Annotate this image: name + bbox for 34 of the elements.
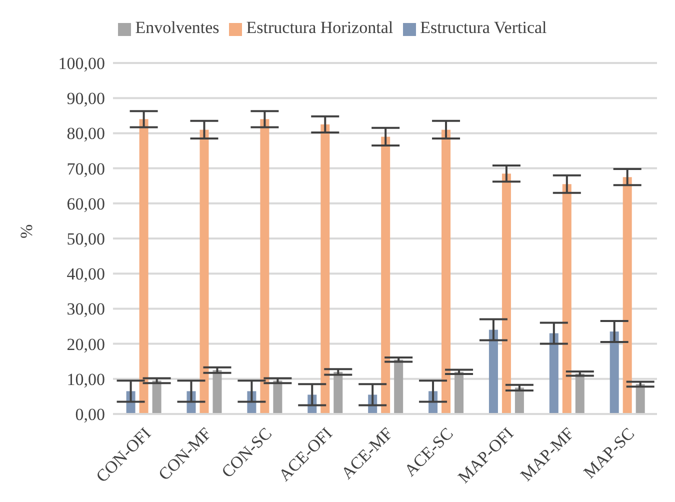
legend-label: Envolventes (135, 18, 220, 37)
y-tick-label: 90,00 (66, 89, 105, 108)
bar (394, 360, 404, 414)
bar (334, 372, 343, 414)
bar (139, 119, 148, 414)
y-tick-label: 20,00 (66, 334, 105, 354)
y-axis-title: % (17, 224, 36, 238)
y-tick-label: 70,00 (66, 159, 105, 178)
bar (488, 330, 498, 414)
bar (454, 372, 464, 414)
legend-label: Estructura Horizontal (246, 18, 394, 37)
bar (502, 174, 511, 414)
bar (212, 370, 222, 414)
bar (320, 124, 330, 414)
y-tick-label: 10,00 (66, 370, 105, 389)
bar (549, 333, 558, 414)
y-tick-label: 60,00 (66, 194, 105, 214)
y-tick-label: 0,00 (75, 405, 105, 424)
y-tick-label: 30,00 (66, 300, 105, 319)
y-tick-label: 40,00 (66, 264, 105, 284)
y-tick-label: 100,00 (58, 54, 105, 74)
bar (381, 136, 390, 414)
bar (152, 380, 162, 414)
bar (610, 332, 619, 414)
bar (562, 184, 572, 414)
y-tick-label: 80,00 (66, 124, 105, 144)
bar (442, 130, 451, 414)
bar (200, 130, 209, 414)
legend-label: Estructura Vertical (420, 18, 547, 37)
y-tick-label: 50,00 (66, 230, 105, 249)
bar (260, 119, 270, 414)
bar (622, 177, 632, 414)
bar (575, 374, 584, 414)
bar (273, 380, 282, 414)
